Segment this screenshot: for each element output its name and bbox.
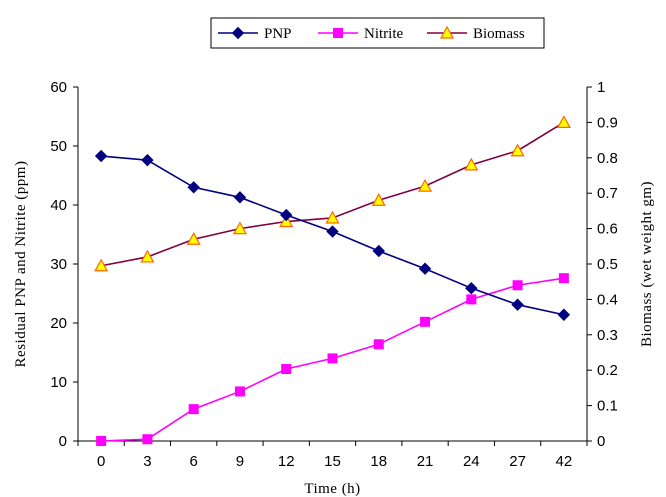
data-point-biomass bbox=[232, 221, 247, 235]
legend-item-nitrite: Nitrite bbox=[318, 26, 403, 42]
data-point-biomass bbox=[510, 143, 525, 157]
data-point-biomass bbox=[556, 115, 571, 129]
data-point-nitrite bbox=[188, 404, 199, 415]
x-tick-label: 9 bbox=[236, 453, 244, 470]
y2-tick-label: 0.5 bbox=[597, 256, 618, 273]
series-biomass bbox=[94, 115, 571, 272]
series-nitrite bbox=[96, 273, 569, 446]
y-tick-label: 40 bbox=[50, 197, 67, 214]
x-tick-label: 15 bbox=[324, 453, 341, 470]
y2-tick-label: 0.4 bbox=[597, 291, 618, 308]
x-axis-title: Time (h) bbox=[304, 481, 360, 497]
data-point-nitrite bbox=[558, 273, 569, 284]
data-point-nitrite bbox=[466, 294, 477, 305]
data-point-nitrite bbox=[234, 386, 245, 397]
data-point-pnp bbox=[511, 298, 524, 311]
y-tick-label: 60 bbox=[50, 79, 67, 96]
data-point-pnp bbox=[372, 244, 385, 258]
data-point-nitrite bbox=[420, 316, 431, 327]
data-point-nitrite bbox=[142, 434, 153, 445]
x-tick-label: 27 bbox=[509, 453, 526, 470]
data-point-pnp bbox=[187, 181, 200, 194]
data-point-biomass bbox=[371, 193, 386, 206]
x-tick-label: 12 bbox=[278, 453, 295, 470]
x-tick-label: 21 bbox=[417, 453, 434, 470]
y2-tick-label: 0 bbox=[597, 433, 605, 450]
data-point-pnp bbox=[557, 308, 571, 321]
data-point-nitrite bbox=[327, 353, 338, 364]
legend-marker-nitrite bbox=[333, 28, 343, 38]
series-pnp bbox=[94, 149, 571, 321]
data-point-pnp bbox=[326, 225, 339, 238]
y2-tick-label: 0.1 bbox=[597, 398, 618, 415]
y2-tick-label: 0.6 bbox=[597, 221, 618, 238]
data-point-biomass bbox=[418, 178, 433, 192]
legend-box bbox=[210, 17, 545, 49]
y2-tick-label: 1 bbox=[597, 79, 605, 96]
y-tick-label: 0 bbox=[59, 433, 67, 450]
data-point-biomass bbox=[140, 249, 155, 263]
x-tick-label: 18 bbox=[370, 453, 387, 470]
series-line-biomass bbox=[100, 121, 565, 267]
data-point-nitrite bbox=[281, 364, 292, 375]
legend-item-pnp: PNP bbox=[218, 26, 292, 42]
axes: 010203040506000.10.20.30.40.50.60.70.80.… bbox=[50, 79, 618, 470]
x-tick-label: 3 bbox=[143, 453, 151, 470]
data-point-biomass bbox=[94, 258, 109, 272]
data-point-pnp bbox=[94, 149, 108, 163]
y-tick-label: 20 bbox=[50, 315, 67, 332]
data-point-pnp bbox=[280, 208, 293, 222]
y-tick-label: 30 bbox=[50, 256, 67, 273]
y2-tick-label: 0.7 bbox=[597, 185, 618, 202]
data-point-pnp bbox=[418, 262, 432, 275]
legend-label-nitrite: Nitrite bbox=[364, 26, 403, 42]
legend-item-biomass: Biomass bbox=[427, 25, 525, 42]
x-tick-label: 0 bbox=[97, 453, 105, 470]
data-point-pnp bbox=[465, 281, 478, 295]
data-point-biomass bbox=[186, 231, 201, 245]
data-point-nitrite bbox=[96, 436, 107, 446]
legend-marker-biomass bbox=[439, 25, 455, 39]
data-point-biomass bbox=[325, 210, 340, 224]
legend-label-biomass: Biomass bbox=[473, 26, 525, 42]
data-point-nitrite bbox=[512, 280, 523, 291]
legend-marker-pnp bbox=[231, 26, 245, 40]
y2-tick-label: 0.8 bbox=[597, 150, 618, 167]
data-point-pnp bbox=[233, 191, 247, 204]
y-tick-label: 50 bbox=[50, 138, 67, 155]
legend-label-pnp: PNP bbox=[264, 26, 292, 42]
y2-tick-label: 0.2 bbox=[597, 362, 618, 379]
x-tick-label: 42 bbox=[556, 453, 573, 470]
data-point-biomass bbox=[464, 157, 479, 171]
y-tick-label: 10 bbox=[50, 374, 67, 391]
y2-tick-label: 0.9 bbox=[597, 114, 618, 131]
y-axis-title: Residual PNP and Nitrite (ppm) bbox=[13, 161, 29, 368]
series-layer bbox=[94, 115, 571, 446]
legend: PNP Nitrite Biomass bbox=[210, 17, 545, 49]
y2-tick-label: 0.3 bbox=[597, 327, 618, 344]
data-point-nitrite bbox=[373, 339, 384, 350]
y2-axis-title: Biomass (wet weight gm) bbox=[639, 181, 655, 347]
x-tick-label: 24 bbox=[463, 453, 480, 470]
data-point-pnp bbox=[141, 153, 154, 167]
x-tick-label: 6 bbox=[190, 453, 198, 470]
